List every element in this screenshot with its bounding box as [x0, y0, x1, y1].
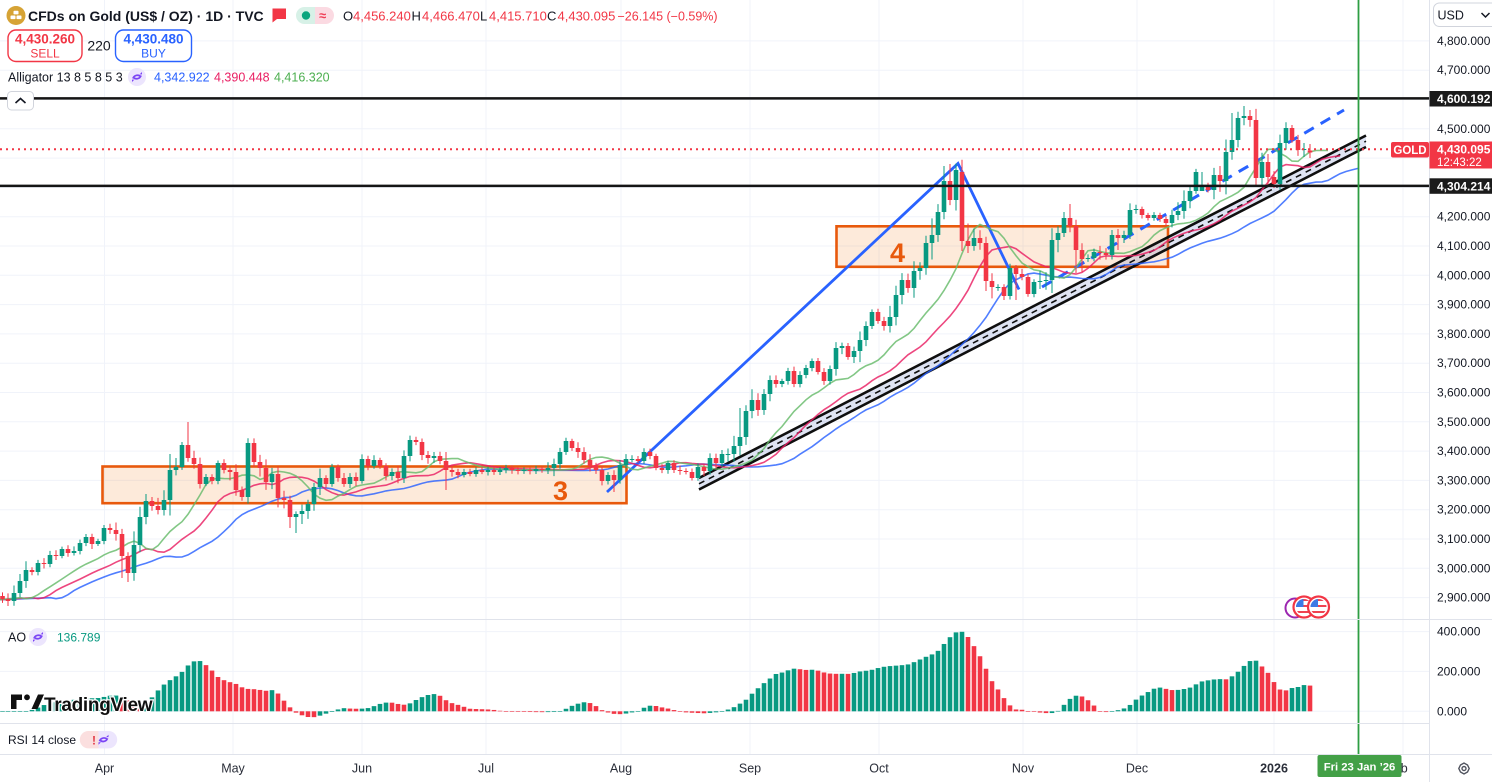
- svg-text:4,430.095: 4,430.095: [558, 9, 616, 24]
- svg-text:BUY: BUY: [141, 47, 166, 61]
- svg-text:200.000: 200.000: [1437, 664, 1481, 678]
- svg-text:4,800.000: 4,800.000: [1437, 34, 1491, 48]
- svg-text:136.789: 136.789: [57, 631, 101, 645]
- svg-text:May: May: [221, 762, 245, 776]
- svg-text:4,200.000: 4,200.000: [1437, 210, 1491, 224]
- svg-text:4,100.000: 4,100.000: [1437, 239, 1491, 253]
- svg-text:3,400.000: 3,400.000: [1437, 444, 1491, 458]
- svg-text:0.000: 0.000: [1437, 704, 1467, 718]
- svg-text:400.000: 400.000: [1437, 625, 1481, 639]
- svg-text:C: C: [547, 9, 556, 24]
- svg-text:AO: AO: [8, 631, 26, 645]
- svg-text:Jun: Jun: [352, 762, 372, 776]
- svg-text:Nov: Nov: [1012, 762, 1035, 776]
- svg-text:3: 3: [553, 476, 568, 506]
- svg-text:2026: 2026: [1260, 762, 1288, 776]
- svg-text:Alligator 13 8 5 8 5 3: Alligator 13 8 5 8 5 3: [8, 71, 123, 85]
- svg-text:≈: ≈: [319, 8, 326, 23]
- svg-text:3,500.000: 3,500.000: [1437, 415, 1491, 429]
- svg-text:RSI 14 close: RSI 14 close: [8, 733, 76, 747]
- svg-text:Oct: Oct: [869, 762, 889, 776]
- svg-text:H: H: [412, 9, 421, 24]
- svg-text:4,456.240: 4,456.240: [353, 9, 411, 24]
- svg-text:3,800.000: 3,800.000: [1437, 327, 1491, 341]
- svg-text:3,300.000: 3,300.000: [1437, 473, 1491, 487]
- svg-text:USD: USD: [1438, 9, 1464, 23]
- svg-text:4,342.922: 4,342.922: [154, 71, 210, 85]
- svg-text:3,100.000: 3,100.000: [1437, 532, 1491, 546]
- svg-text:3,700.000: 3,700.000: [1437, 356, 1491, 370]
- svg-text:4,700.000: 4,700.000: [1437, 63, 1491, 77]
- svg-text:4,500.000: 4,500.000: [1437, 122, 1491, 136]
- svg-text:4,466.470: 4,466.470: [422, 9, 480, 24]
- svg-text:Fri 23 Jan ’26: Fri 23 Jan ’26: [1324, 762, 1396, 774]
- svg-text:4,600.192: 4,600.192: [1437, 92, 1491, 106]
- svg-text:3,000.000: 3,000.000: [1437, 561, 1491, 575]
- svg-text:Sep: Sep: [739, 762, 761, 776]
- svg-text:−26.145 (−0.59%): −26.145 (−0.59%): [618, 10, 718, 24]
- svg-text:4,390.448: 4,390.448: [214, 71, 270, 85]
- svg-text:CFDs on Gold (US$ / OZ) · 1D ·: CFDs on Gold (US$ / OZ) · 1D · TVC: [28, 8, 264, 24]
- svg-text:4: 4: [890, 238, 905, 268]
- svg-text:12:43:22: 12:43:22: [1437, 157, 1482, 169]
- svg-text:TradingView: TradingView: [44, 695, 153, 716]
- svg-text:O: O: [343, 9, 353, 24]
- svg-text:Aug: Aug: [610, 762, 632, 776]
- svg-text:4,000.000: 4,000.000: [1437, 268, 1491, 282]
- svg-text:4,416.320: 4,416.320: [274, 71, 330, 85]
- svg-text:Jul: Jul: [478, 762, 494, 776]
- svg-text:Dec: Dec: [1126, 762, 1148, 776]
- svg-text:220: 220: [87, 38, 111, 54]
- svg-text:SELL: SELL: [30, 47, 60, 61]
- svg-text:4,304.214: 4,304.214: [1437, 179, 1491, 193]
- svg-text:Apr: Apr: [95, 762, 114, 776]
- svg-text:3,600.000: 3,600.000: [1437, 386, 1491, 400]
- svg-text:4,430.260: 4,430.260: [15, 32, 75, 47]
- svg-text:L: L: [480, 9, 487, 24]
- svg-text:4,430.095: 4,430.095: [1437, 143, 1491, 157]
- svg-text:GOLD: GOLD: [1393, 145, 1426, 157]
- svg-text:3,200.000: 3,200.000: [1437, 503, 1491, 517]
- svg-text:4,430.480: 4,430.480: [123, 32, 183, 47]
- svg-text:4,415.710: 4,415.710: [489, 9, 547, 24]
- svg-text:!: !: [92, 734, 96, 748]
- svg-text:2,900.000: 2,900.000: [1437, 591, 1491, 605]
- svg-text:3,900.000: 3,900.000: [1437, 298, 1491, 312]
